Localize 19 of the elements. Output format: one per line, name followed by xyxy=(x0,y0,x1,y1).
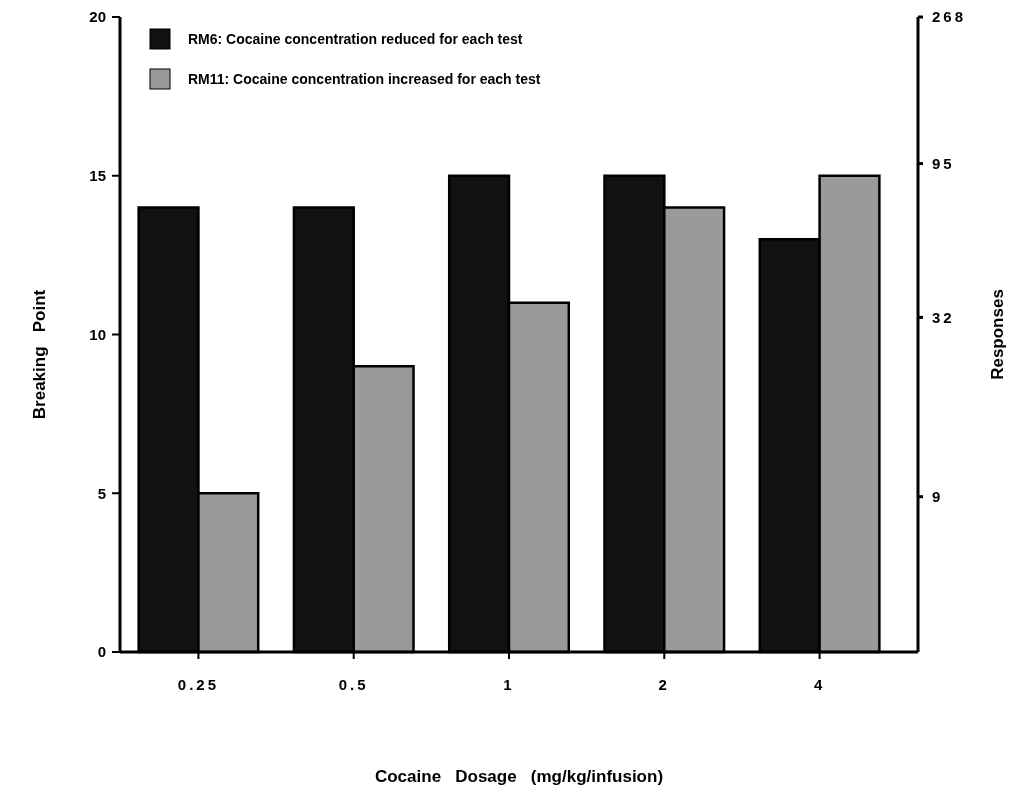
y2-tick-label: 268 xyxy=(932,8,967,26)
x-tick-label: 1 xyxy=(503,676,515,693)
x-tick-label: 2 xyxy=(658,676,670,693)
y2-tick-label: 32 xyxy=(932,308,955,326)
x-tick-label: 0.25 xyxy=(177,676,220,693)
y2-tick-label: 9 xyxy=(932,487,944,505)
x-tick-label: 4 xyxy=(813,676,826,693)
y-tick-label: 10 xyxy=(89,325,106,343)
y-tick-label: 20 xyxy=(89,8,106,26)
y-tick-label: 15 xyxy=(89,167,106,184)
x-axis-title: Cocaine Dosage (mg/kg/infusion) xyxy=(374,767,664,786)
y2-tick-label: 95 xyxy=(932,154,955,172)
y-axis-title: Breaking Point xyxy=(30,289,49,420)
legend-label: RM6: Cocaine concentration reduced for each test xyxy=(188,30,523,47)
legend-label: RM11: Cocaine concentration increased for each test xyxy=(188,70,541,87)
x-tick-label: 0.5 xyxy=(338,676,369,693)
y2-axis-title: Responses xyxy=(988,289,1007,380)
y-tick-label: 5 xyxy=(97,484,106,502)
y-tick-label: 0 xyxy=(97,643,106,661)
